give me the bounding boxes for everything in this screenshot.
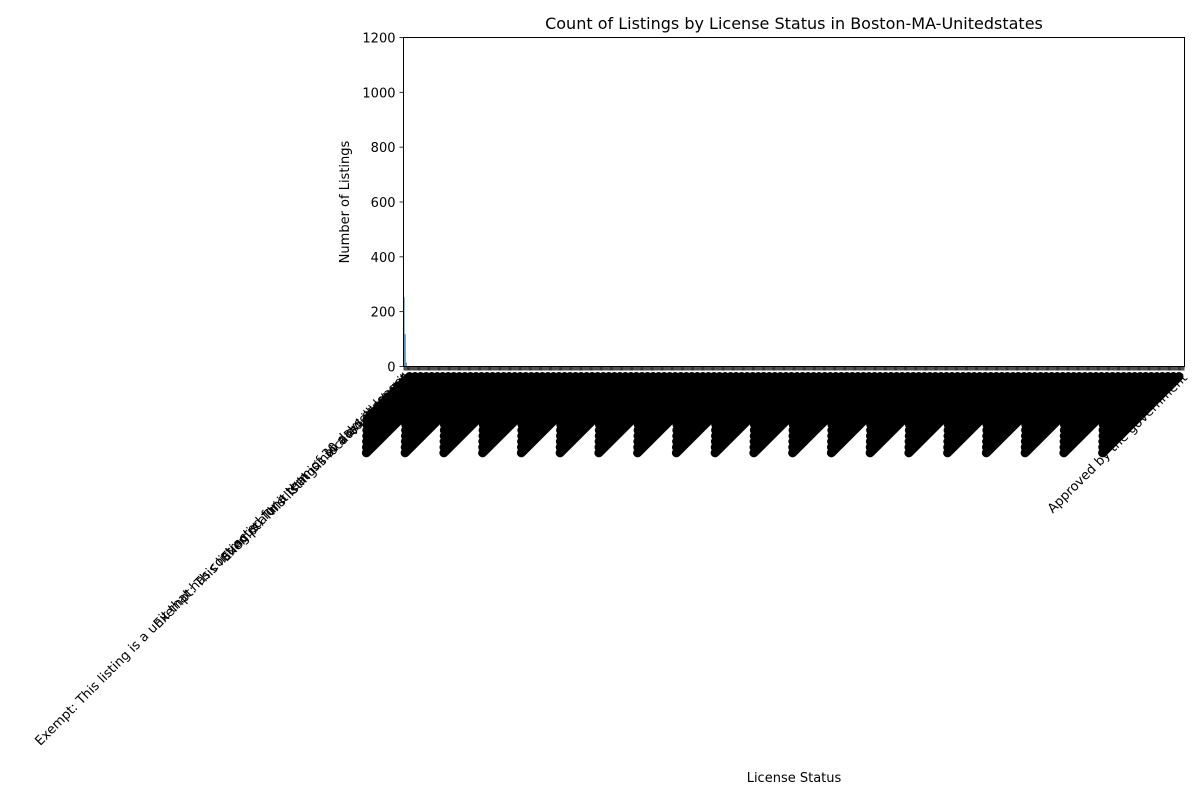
y-tick-label: 1000 xyxy=(362,86,395,101)
y-tick-label: 400 xyxy=(371,251,396,266)
x-tick-label-band xyxy=(361,372,1184,458)
bar xyxy=(404,334,406,367)
x-tick-label-overlap xyxy=(1098,372,1184,458)
x-tick-label: Exempt: This listing is located in a hot… xyxy=(219,371,413,565)
y-tick-label: 0 xyxy=(387,361,395,376)
chart-title: Count of Listings by License Status in B… xyxy=(545,14,1043,33)
plot-frame xyxy=(403,37,1185,367)
x-axis-label: License Status xyxy=(747,771,842,786)
y-axis: 0 200 400 600 800 1000 1200 xyxy=(362,32,404,376)
y-tick-label: 600 xyxy=(371,196,396,211)
y-tick-label: 800 xyxy=(371,141,396,156)
bar xyxy=(405,362,407,367)
y-tick-label: 200 xyxy=(371,306,396,321)
x-axis: Exempt: This listing is a unit that has … xyxy=(33,366,1191,749)
bar xyxy=(403,296,405,367)
bars-group xyxy=(403,296,1185,367)
y-axis-label: Number of Listings xyxy=(338,140,353,263)
y-tick-label: 1200 xyxy=(362,32,395,47)
